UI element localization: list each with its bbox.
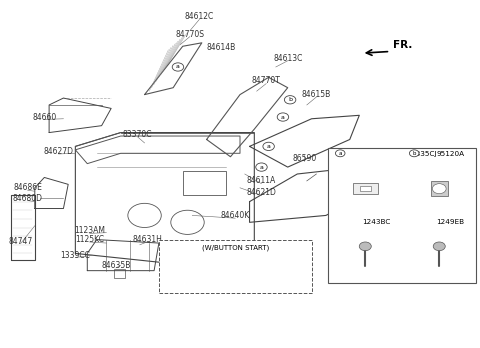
Text: 1249EB: 1249EB — [436, 219, 464, 225]
Text: a: a — [338, 151, 342, 156]
Text: b: b — [288, 97, 292, 102]
FancyBboxPatch shape — [159, 239, 312, 293]
Text: 1125KC: 1125KC — [75, 235, 104, 244]
Text: b: b — [412, 151, 416, 156]
Text: 83370C: 83370C — [123, 130, 152, 139]
Text: 84680D: 84680D — [12, 194, 43, 203]
Text: a: a — [267, 144, 271, 149]
Text: 84611A: 84611A — [247, 176, 276, 185]
Text: 84612C: 84612C — [185, 13, 214, 22]
Text: 1243BC: 1243BC — [362, 219, 391, 225]
Text: (W/BUTTON START): (W/BUTTON START) — [202, 245, 269, 251]
Text: 84747: 84747 — [8, 237, 33, 246]
Circle shape — [433, 242, 445, 251]
Bar — [328, 148, 476, 283]
Circle shape — [172, 63, 184, 71]
Text: a: a — [281, 114, 285, 120]
Bar — [183, 171, 226, 195]
Text: 84686E: 84686E — [13, 183, 42, 192]
Text: 84770S: 84770S — [175, 30, 204, 39]
Text: 1123AM: 1123AM — [74, 227, 105, 236]
Bar — [114, 269, 125, 278]
Circle shape — [256, 163, 267, 171]
Text: 1335CJ: 1335CJ — [412, 151, 437, 157]
Text: a: a — [176, 64, 180, 70]
Bar — [353, 183, 378, 194]
Circle shape — [409, 150, 419, 157]
Text: 84635B: 84635B — [101, 261, 131, 270]
Text: 84640K: 84640K — [221, 211, 250, 220]
Text: 86590: 86590 — [292, 154, 316, 163]
Circle shape — [359, 242, 372, 251]
Text: 84621D: 84621D — [247, 189, 276, 197]
Text: 1339CC: 1339CC — [60, 251, 90, 260]
Text: 84635B: 84635B — [249, 277, 278, 285]
Text: FR.: FR. — [393, 40, 412, 50]
Text: 95420N: 95420N — [218, 266, 248, 275]
Circle shape — [284, 96, 296, 104]
Text: 84614B: 84614B — [206, 44, 236, 53]
Text: 84660: 84660 — [32, 112, 57, 121]
Bar — [431, 181, 448, 196]
Text: 84627D: 84627D — [44, 147, 73, 156]
Bar — [360, 187, 371, 191]
Circle shape — [432, 184, 446, 193]
Circle shape — [277, 113, 288, 121]
Text: 84615B: 84615B — [302, 90, 331, 99]
Circle shape — [336, 150, 345, 157]
Circle shape — [263, 142, 275, 151]
Text: 84770T: 84770T — [252, 76, 281, 85]
Text: a: a — [260, 165, 264, 169]
Text: 84613C: 84613C — [273, 54, 302, 63]
Text: 84631H: 84631H — [132, 235, 162, 244]
Text: 95120A: 95120A — [436, 151, 464, 157]
